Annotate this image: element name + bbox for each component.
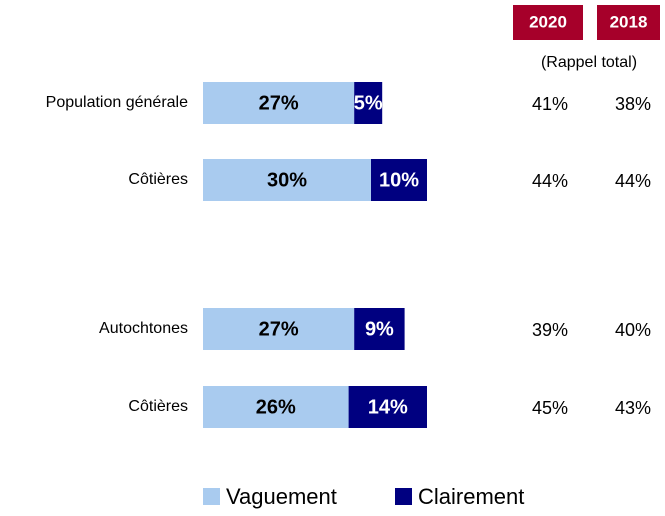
bar-label: 26% bbox=[256, 396, 296, 418]
column-header-box bbox=[597, 5, 660, 40]
column-header: 2020 bbox=[529, 12, 567, 31]
bar-segment bbox=[371, 159, 427, 201]
column-value: 44% bbox=[615, 171, 651, 191]
bar-segment bbox=[348, 386, 427, 428]
bar-segment bbox=[203, 386, 349, 428]
column-value: 41% bbox=[532, 94, 568, 114]
category-label: Côtières bbox=[128, 171, 188, 188]
column-value: 43% bbox=[615, 398, 651, 418]
legend-label: Vaguement bbox=[226, 484, 337, 509]
bar-segment bbox=[203, 82, 355, 124]
column-value: 44% bbox=[532, 171, 568, 191]
legend-swatch bbox=[395, 488, 412, 505]
column-value: 38% bbox=[615, 94, 651, 114]
category-label: Côtières bbox=[128, 398, 188, 415]
legend-swatch bbox=[203, 488, 220, 505]
columns-subtitle: (Rappel total) bbox=[541, 54, 637, 71]
category-label: Population générale bbox=[46, 94, 188, 111]
bar-label: 27% bbox=[259, 92, 299, 114]
bar-label: 30% bbox=[267, 169, 307, 191]
bar-label: 10% bbox=[379, 169, 419, 191]
column-header: 2018 bbox=[610, 12, 648, 31]
bar-segment bbox=[203, 308, 355, 350]
bar-segment bbox=[203, 159, 371, 201]
bar-segment bbox=[354, 82, 383, 124]
bar-segment bbox=[354, 308, 405, 350]
category-label: Autochtones bbox=[99, 320, 188, 337]
bar-label: 27% bbox=[259, 318, 299, 340]
bar-label: 9% bbox=[365, 318, 394, 340]
column-value: 40% bbox=[615, 320, 651, 340]
column-value: 39% bbox=[532, 320, 568, 340]
column-value: 45% bbox=[532, 398, 568, 418]
bar-label: 14% bbox=[368, 396, 408, 418]
column-header-box bbox=[513, 5, 583, 40]
bar-label: 5% bbox=[354, 92, 383, 114]
legend-label: Clairement bbox=[418, 484, 524, 509]
